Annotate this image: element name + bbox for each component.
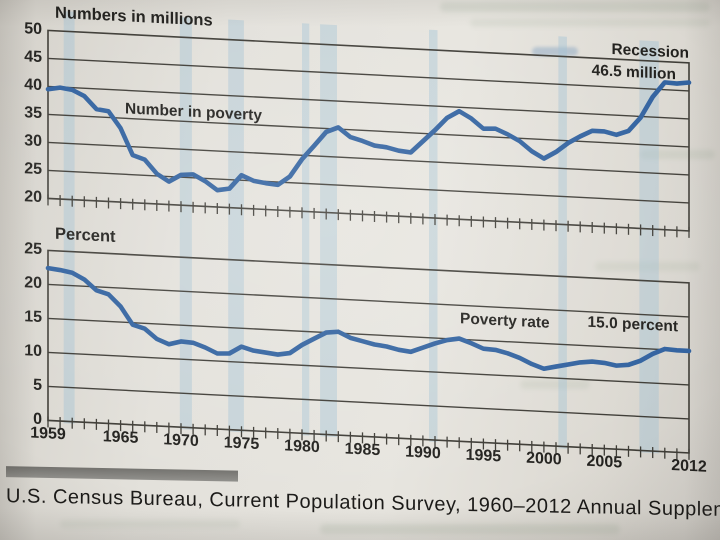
y-tick-label: 5 — [33, 376, 42, 395]
bottom-chart-title: Percent — [55, 224, 116, 246]
x-tick-label: 1995 — [465, 446, 502, 466]
poverty-rate-line — [45, 265, 692, 372]
gridline — [48, 85, 689, 120]
y-tick-label: 25 — [24, 240, 42, 259]
y-tick-label: 30 — [24, 132, 42, 151]
recession-band — [320, 24, 338, 438]
gridline — [48, 385, 689, 420]
y-tick-label: 40 — [24, 76, 42, 95]
y-tick-label: 35 — [24, 104, 42, 123]
bleed-through-artifact — [470, 19, 710, 27]
gridline — [48, 141, 689, 176]
bleed-through-artifact — [440, 2, 710, 12]
bleed-through-artifact — [640, 150, 715, 159]
y-tick-label: 50 — [24, 20, 42, 39]
x-tick-label: 1980 — [284, 437, 320, 457]
y-tick-label: 25 — [24, 160, 42, 179]
x-tick-label: 1985 — [344, 440, 381, 460]
gridline — [48, 283, 689, 318]
recession-band — [429, 29, 438, 443]
y-tick-label: 20 — [24, 188, 42, 207]
y-tick-label: 10 — [24, 342, 42, 361]
plot-border — [47, 249, 690, 454]
bleed-through-artifact — [520, 380, 590, 389]
recession-band — [639, 40, 659, 454]
bleed-through-artifact — [60, 520, 240, 528]
recession-band — [228, 19, 244, 433]
number-in-poverty-line — [45, 80, 692, 193]
gridline — [48, 317, 689, 352]
x-tick-label: 2000 — [526, 449, 562, 469]
y-tick-label: 15 — [24, 308, 42, 327]
gridline — [48, 57, 689, 92]
x-tick-label: 1975 — [223, 434, 260, 454]
poverty-figure: Numbers in millions Number in poverty Re… — [24, 4, 707, 476]
x-tick-label: 2005 — [586, 452, 623, 472]
gridline — [48, 169, 689, 204]
x-tick-label: 1990 — [405, 443, 441, 463]
plot-border — [47, 29, 690, 232]
bleed-through-artifact — [595, 262, 700, 271]
x-tick-label: 1959 — [30, 424, 66, 444]
recession-band — [558, 36, 567, 449]
chart-canvas — [45, 11, 692, 460]
y-tick-label: 45 — [24, 48, 42, 67]
gridline — [48, 351, 689, 386]
gridline — [48, 113, 689, 148]
x-tick-label: 1970 — [163, 431, 199, 451]
recession-band — [302, 23, 310, 436]
bleed-through-artifact — [532, 47, 578, 56]
x-tick-label: 1965 — [102, 428, 139, 448]
x-tick-label: 2012 — [671, 457, 707, 476]
bleed-through-artifact — [320, 524, 620, 534]
y-tick-label: 20 — [24, 274, 42, 293]
recession-band — [179, 17, 192, 430]
recession-band — [63, 11, 75, 424]
